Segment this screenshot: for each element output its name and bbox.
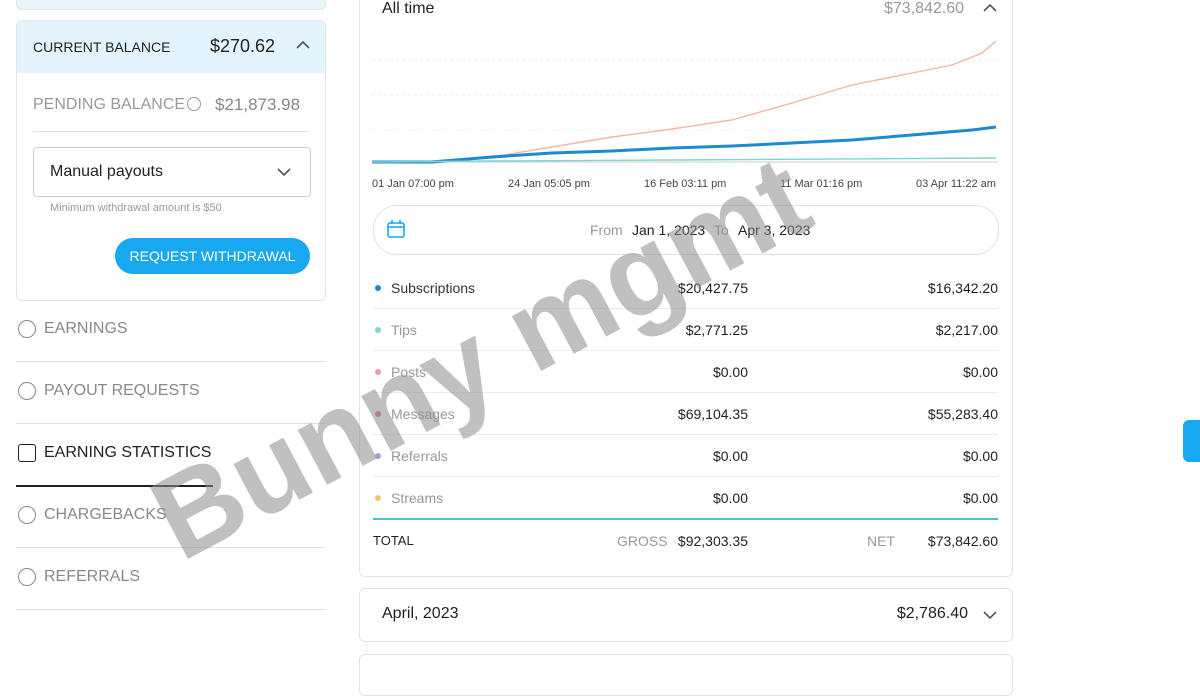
nav-label: CHARGEBACKS — [44, 506, 167, 523]
nav-icon — [18, 382, 36, 400]
payout-method: Manual payouts — [50, 163, 163, 180]
divider — [16, 547, 326, 548]
divider — [16, 609, 326, 610]
to-label: To — [714, 222, 729, 238]
balance-card: CURRENT BALANCE $270.62 PENDING BALANCE … — [16, 20, 326, 301]
balance-header — [17, 21, 325, 73]
total-label: TOTAL — [373, 533, 414, 548]
collapse-icon[interactable] — [295, 39, 311, 51]
nav-item[interactable]: CHARGEBACKS — [18, 506, 167, 524]
row-net: $55,283.40 — [927, 406, 998, 422]
collapse-icon[interactable] — [982, 2, 998, 14]
row-gross: $0.00 — [712, 364, 748, 380]
help-tab[interactable] — [1183, 420, 1200, 462]
row-gross: $0.00 — [712, 490, 748, 506]
row-net: $0.00 — [962, 448, 998, 464]
row-name: Streams — [391, 490, 444, 506]
total-divider — [373, 518, 998, 520]
row-dot — [375, 369, 381, 375]
from-label: From — [590, 222, 623, 238]
nav-item[interactable]: EARNINGS — [18, 320, 128, 338]
divider — [33, 131, 310, 132]
earning-row: Messages $69,104.35 $55,283.40 — [373, 392, 998, 435]
row-net: $2,217.00 — [935, 322, 998, 338]
chart-date: 01 Jan 07:00 pm — [372, 178, 454, 190]
calendar-icon — [387, 220, 405, 238]
row-dot — [375, 411, 381, 417]
nav-label: EARNING STATISTICS — [44, 444, 212, 461]
date-range[interactable]: From Jan 1, 2023 To Apr 3, 2023 — [373, 205, 999, 255]
to-date: Apr 3, 2023 — [738, 222, 811, 238]
month-value: $2,786.40 — [896, 605, 968, 622]
row-name: Posts — [391, 364, 427, 380]
nav-icon — [18, 568, 36, 586]
nav-label: REFERRALS — [44, 568, 141, 585]
current-balance-value: $270.62 — [210, 36, 276, 56]
gross-label: GROSS — [617, 533, 668, 549]
divider — [16, 361, 326, 362]
row-name: Tips — [391, 322, 417, 338]
earning-row: Subscriptions $20,427.75 $16,342.20 — [373, 266, 998, 309]
row-dot — [375, 327, 381, 333]
dropdown-icon — [277, 168, 291, 177]
stats-card — [359, 0, 1013, 577]
chart-date: 24 Jan 05:05 pm — [508, 178, 590, 190]
chart-date: 03 Apr 11:22 am — [916, 178, 996, 190]
row-dot — [375, 453, 381, 459]
row-net: $0.00 — [962, 490, 998, 506]
earning-row: Posts $0.00 $0.00 — [373, 350, 998, 393]
nav-item[interactable]: PAYOUT REQUESTS — [18, 382, 200, 400]
withdraw-button[interactable]: REQUEST WITHDRAWAL — [115, 238, 310, 274]
nav-item[interactable]: REFERRALS — [18, 568, 140, 586]
net-label: NET — [867, 533, 895, 549]
payout-select[interactable]: Manual payouts — [33, 147, 311, 197]
gross-total: $92,303.35 — [677, 533, 748, 549]
row-gross: $20,427.75 — [677, 280, 748, 296]
withdraw-note: Minimum withdrawal amount is $50 — [50, 202, 222, 214]
from-date: Jan 1, 2023 — [632, 222, 706, 238]
row-dot — [375, 495, 381, 501]
earning-row: Referrals $0.00 $0.00 — [373, 434, 998, 477]
row-gross: $0.00 — [712, 448, 748, 464]
row-dot — [375, 285, 381, 291]
earnings-chart — [372, 40, 998, 164]
nav-label: EARNINGS — [44, 320, 128, 337]
pending-balance-label: PENDING BALANCE — [33, 96, 186, 113]
row-gross: $2,771.25 — [685, 322, 748, 338]
row-name: Subscriptions — [391, 280, 476, 296]
earning-row: Tips $2,771.25 $2,217.00 — [373, 308, 998, 351]
expand-icon — [983, 611, 997, 620]
next-card[interactable] — [359, 654, 1013, 696]
row-net: $0.00 — [962, 364, 998, 380]
nav-active-underline — [16, 485, 213, 487]
nav-icon — [18, 320, 36, 338]
month-card[interactable]: April, 2023 $2,786.40 — [359, 588, 1013, 642]
row-gross: $69,104.35 — [677, 406, 748, 422]
month-name: April, 2023 — [382, 605, 459, 622]
info-icon[interactable] — [187, 97, 201, 111]
net-total: $73,842.60 — [927, 533, 998, 549]
divider — [16, 423, 326, 424]
page: CURRENT BALANCE $270.62 PENDING BALANCE … — [16, 0, 1200, 696]
chart-date: 11 Mar 01:16 pm — [780, 178, 863, 190]
earning-row: Streams $0.00 $0.00 — [373, 476, 998, 518]
nav-item[interactable]: EARNING STATISTICS — [18, 444, 211, 462]
current-balance-label: CURRENT BALANCE — [33, 39, 171, 55]
nav-icon — [18, 506, 36, 524]
nav-label: PAYOUT REQUESTS — [44, 382, 200, 399]
period-total: $73,842.60 — [884, 0, 965, 17]
row-name: Referrals — [391, 448, 448, 464]
chart-date: 16 Feb 03:11 pm — [644, 178, 727, 190]
row-name: Messages — [391, 406, 455, 422]
pending-balance-value: $21,873.98 — [215, 95, 301, 114]
period: All time — [382, 0, 435, 17]
row-net: $16,342.20 — [927, 280, 998, 296]
nav-icon — [18, 444, 36, 462]
top-card — [16, 0, 326, 10]
